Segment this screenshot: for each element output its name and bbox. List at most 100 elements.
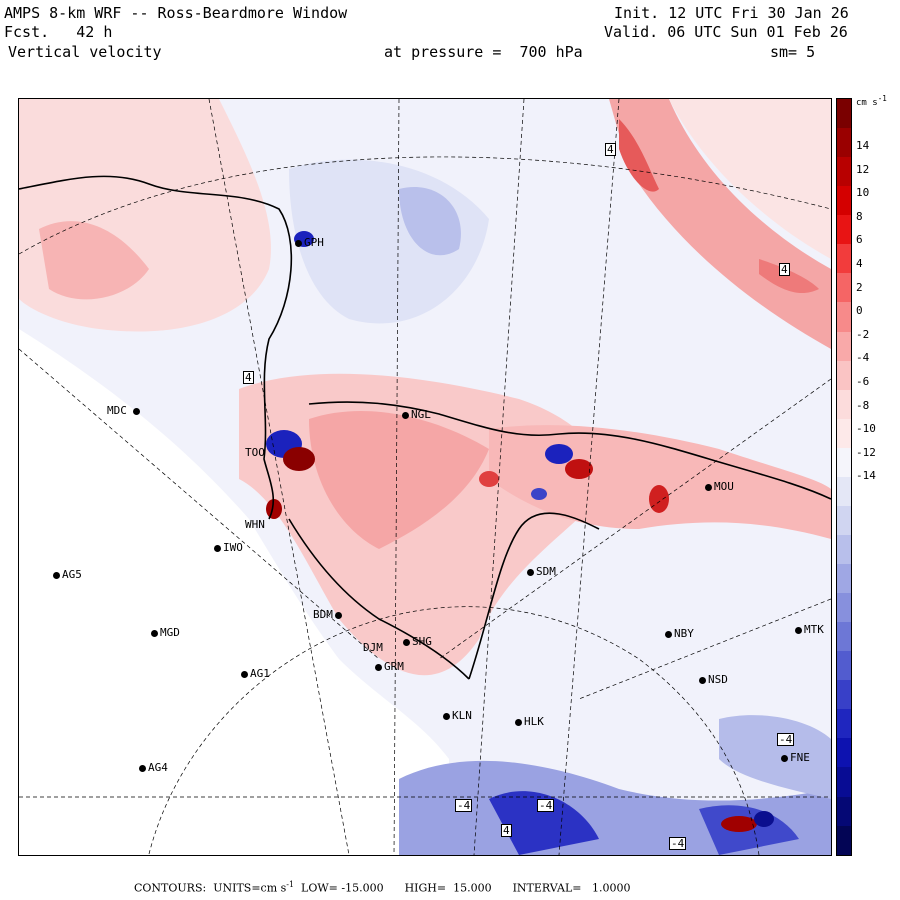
contour-label: 4: [243, 371, 254, 384]
station-dot-icon: [443, 712, 450, 720]
colorbar-swatch: [837, 680, 851, 710]
station-dot-icon: [705, 483, 712, 491]
pressure-level: at pressure = 700 hPa: [384, 43, 583, 61]
valid-time: Valid. 06 UTC Sun 01 Feb 26: [604, 23, 848, 41]
contour-label: -4: [669, 837, 687, 850]
colorbar-tick-label: -12: [856, 445, 876, 459]
colorbar-tick-label: -4: [856, 351, 870, 365]
station-marker[interactable]: HLK: [515, 716, 544, 727]
station-marker[interactable]: WHN: [245, 518, 265, 531]
station-marker[interactable]: SDM: [527, 566, 556, 577]
colorbar-swatch: [837, 273, 851, 303]
contour-label: 4: [501, 824, 512, 837]
colorbar-swatch: [837, 767, 851, 797]
colorbar-swatch: [837, 564, 851, 594]
model-title: AMPS 8-km WRF -- Ross-Beardmore Window: [4, 4, 348, 22]
smoothing: sm= 5: [770, 43, 816, 61]
station-dot-icon: [132, 407, 140, 415]
station-marker[interactable]: MDC: [107, 405, 142, 416]
station-dot-icon: [665, 630, 672, 638]
colorbar-tick-label: 6: [856, 233, 863, 247]
station-marker[interactable]: GPH: [295, 237, 324, 248]
colorbar-swatch: [837, 244, 851, 274]
station-marker[interactable]: AG1: [241, 668, 270, 679]
colorbar-tick-label: 12: [856, 162, 870, 176]
station-dot-icon: [375, 663, 382, 671]
colorbar-swatch: [837, 796, 851, 826]
station-marker[interactable]: KLN: [443, 710, 472, 721]
station-marker[interactable]: BDM: [313, 609, 344, 620]
colorbar-swatch: [837, 622, 851, 652]
colorbar-unit: cm s-1: [856, 94, 887, 108]
colorbar-swatch: [837, 534, 851, 564]
vertical-velocity-field: [19, 99, 831, 855]
station-marker[interactable]: GRM: [375, 661, 404, 672]
station-marker[interactable]: MOU: [705, 481, 734, 492]
colorbar-swatch: [837, 709, 851, 739]
colorbar-swatch: [837, 128, 851, 158]
colorbar-swatch: [837, 99, 851, 129]
contour-info: CONTOURS: UNITS=cm s-1 LOW= -15.000 HIGH…: [134, 880, 631, 895]
station-dot-icon: [781, 754, 788, 762]
colorbar-tick-label: 4: [856, 257, 863, 270]
colorbar-swatch: [837, 825, 851, 855]
station-marker[interactable]: AG4: [139, 762, 168, 773]
station-dot-icon: [295, 239, 302, 247]
contour-label: -4: [455, 799, 473, 812]
station-marker[interactable]: AG5: [53, 569, 82, 580]
colorbar-swatch: [837, 302, 851, 332]
station-marker[interactable]: NBY: [665, 628, 694, 639]
colorbar-swatch: [837, 651, 851, 681]
station-marker[interactable]: MGD: [151, 627, 180, 638]
station-marker[interactable]: FNE: [781, 752, 810, 763]
station-dot-icon: [241, 670, 248, 678]
colorbar-tick-label: -6: [856, 375, 870, 388]
station-dot-icon: [403, 638, 410, 646]
station-dot-icon: [53, 571, 60, 579]
colorbar-tick-label: 8: [856, 209, 863, 223]
colorbar-swatch: [837, 418, 851, 448]
colorbar-tick-label: -10: [856, 422, 876, 436]
colorbar: [836, 98, 852, 856]
colorbar-swatch: [837, 186, 851, 216]
colorbar-swatch: [837, 505, 851, 535]
colorbar-tick-label: -8: [856, 398, 870, 412]
colorbar-swatch: [837, 389, 851, 419]
station-dot-icon: [139, 764, 146, 772]
contour-label: 4: [605, 143, 616, 156]
station-dot-icon: [214, 544, 221, 552]
colorbar-tick-label: 2: [856, 280, 863, 294]
station-dot-icon: [402, 411, 409, 419]
station-marker[interactable]: MTK: [795, 624, 824, 635]
colorbar-tick-label: 14: [856, 139, 870, 152]
contour-label: -4: [537, 799, 555, 812]
contour-label: -4: [777, 733, 795, 746]
colorbar-swatch: [837, 593, 851, 623]
colorbar-swatch: [837, 157, 851, 187]
colorbar-swatch: [837, 738, 851, 768]
init-time: Init. 12 UTC Fri 30 Jan 26: [614, 4, 849, 22]
colorbar-swatch: [837, 476, 851, 506]
colorbar-swatch: [837, 447, 851, 477]
variable-name: Vertical velocity: [8, 43, 162, 61]
contour-label: 4: [779, 263, 790, 276]
station-marker[interactable]: SHG: [403, 636, 432, 647]
colorbar-tick-label: -14: [856, 469, 876, 483]
colorbar-tick-label: 0: [856, 304, 863, 318]
station-dot-icon: [515, 718, 522, 726]
station-dot-icon: [699, 676, 706, 684]
station-dot-icon: [334, 611, 342, 619]
station-dot-icon: [151, 629, 158, 637]
station-dot-icon: [527, 568, 534, 576]
station-dot-icon: [795, 626, 802, 634]
colorbar-swatch: [837, 331, 851, 361]
colorbar-tick-label: 10: [856, 186, 870, 200]
colorbar-swatch: [837, 215, 851, 245]
station-marker[interactable]: TOO: [245, 446, 265, 459]
colorbar-tick-label: -2: [856, 327, 870, 341]
station-marker[interactable]: DJM: [363, 641, 383, 654]
station-marker[interactable]: IWO: [214, 542, 243, 553]
station-marker[interactable]: NSD: [699, 674, 728, 685]
station-marker[interactable]: NGL: [402, 409, 431, 420]
map-panel: 4 4 4 -4 -4 -4 4 -4 GPH NGL MDC TOO WHN …: [18, 98, 832, 856]
